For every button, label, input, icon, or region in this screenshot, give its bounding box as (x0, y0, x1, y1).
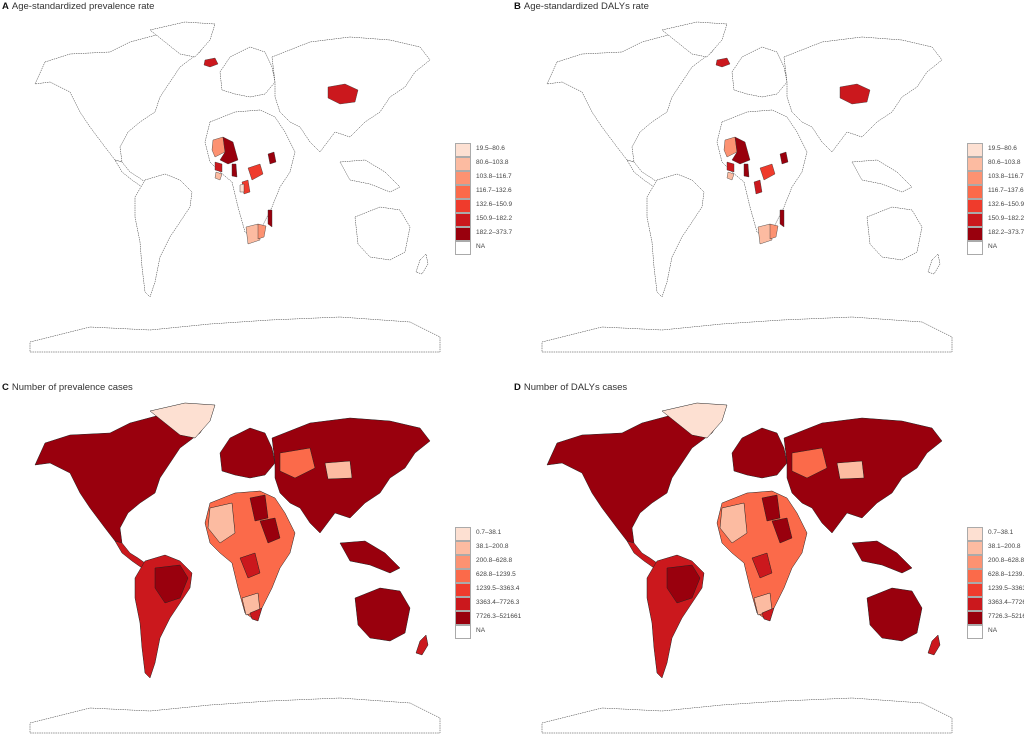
legend-item: 3363.4–7726.3 (967, 597, 1024, 611)
guinea (214, 161, 223, 173)
panel-title-text: Number of DALYs cases (523, 382, 628, 393)
panel-title: A Age-standardized prevalence rate (2, 1, 154, 12)
legend-item: 80.6–103.8 (967, 157, 1024, 171)
panel-letter: A (2, 1, 9, 12)
car (247, 163, 264, 181)
legend-item: 19.5–80.6 (967, 143, 1024, 157)
gabon-light (239, 183, 245, 193)
eritrea (267, 151, 277, 165)
world-map (541, 21, 953, 353)
legend-item: 3363.4–7726.3 (455, 597, 519, 611)
panel-title: C Number of prevalence cases (2, 382, 133, 393)
ghana (231, 163, 238, 178)
legend: 0.7–38.1 38.1–200.8 200.8–628.8 628.8–12… (455, 527, 521, 639)
legend-item: 182.2–373.7 (967, 227, 1024, 241)
legend-item: 0.7–38.1 (967, 527, 1024, 541)
panel-c: C Number of prevalence cases 0.7–38.1 (0, 381, 521, 756)
legend-item: 116.7–137.6 (967, 185, 1024, 199)
legend-item: 132.6–150.9 (967, 199, 1024, 213)
panel-a: A Age-standardized prevalence rate 19.5–8… (0, 0, 512, 375)
panel-d: D Number of DALYs cases 0.7–38.1 (512, 381, 1024, 756)
legend-item: 1239.5–3363.4 (967, 583, 1024, 597)
panel-letter: C (2, 382, 9, 393)
legend-item: 80.6–103.8 (455, 157, 515, 171)
legend-item: 182.2–373.7 (455, 227, 515, 241)
malawi (267, 209, 273, 228)
legend-item: 1239.5–3363.4 (455, 583, 519, 597)
panel-title-text: Age-standardized prevalence rate (11, 1, 155, 12)
legend-item: 7726.3–521661 (455, 611, 521, 625)
legend-item: 38.1–200.8 (455, 541, 515, 555)
legend-item: 116.7–132.6 (455, 185, 515, 199)
botswana (245, 223, 261, 245)
legend-item: 132.6–150.9 (455, 199, 515, 213)
panel-title-text: Number of prevalence cases (11, 382, 133, 393)
mongolia (327, 83, 359, 105)
legend-item: 19.5–80.6 (455, 143, 515, 157)
sierra-leone (214, 171, 223, 181)
panel-letter: B (514, 1, 521, 12)
world-map (29, 402, 441, 734)
world-map (29, 21, 441, 353)
panel-title-text: Age-standardized DALYs rate (523, 1, 649, 12)
legend: 19.5–80.6 80.6–103.8 103.8–116.7 116.7–1… (455, 143, 515, 255)
legend-item: 628.8–1239.5 (967, 569, 1024, 583)
legend: 0.7–38.1 38.1–200.8 200.8–628.8 628.8–12… (967, 527, 1024, 639)
legend-item: 7726.3–521661 (967, 611, 1024, 625)
panel-title: D Number of DALYs cases (514, 382, 627, 393)
legend-item: NA (455, 241, 515, 255)
legend-item: 0.7–38.1 (455, 527, 515, 541)
zimbabwe (257, 223, 267, 240)
panel-b: B Age-standardized DALYs rate 19.5–80.6 8… (512, 0, 1024, 375)
mauritania (211, 136, 226, 158)
legend-item: NA (967, 241, 1024, 255)
legend-item: 200.8–628.8 (967, 555, 1024, 569)
mali (219, 136, 239, 165)
legend-item: 38.1–200.8 (967, 541, 1024, 555)
legend-item: 150.9–182.2 (455, 213, 515, 227)
legend-item: 103.8–116.7 (455, 171, 515, 185)
panel-letter: D (514, 382, 521, 393)
legend-item: NA (455, 625, 515, 639)
legend-item: 103.8–116.7 (967, 171, 1024, 185)
legend-item: 200.8–628.8 (455, 555, 515, 569)
legend-item: 628.8–1239.5 (455, 569, 516, 583)
iceland (203, 57, 219, 68)
panel-title: B Age-standardized DALYs rate (514, 1, 649, 12)
legend-item: NA (967, 625, 1024, 639)
world-map (541, 402, 953, 734)
legend: 19.5–80.6 80.6–103.8 103.8–116.7 116.7–1… (967, 143, 1024, 255)
legend-item: 150.9–182.2 (967, 213, 1024, 227)
